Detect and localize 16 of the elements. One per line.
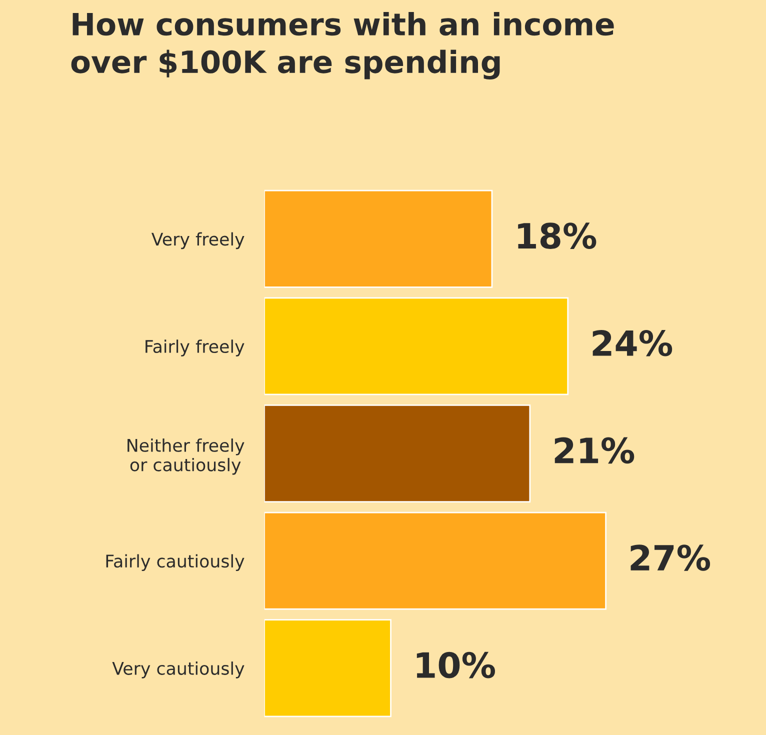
data-label: 21% [554, 437, 634, 464]
chart-title: How consumers with an income over $100K are spending [71, 12, 614, 80]
bar [264, 297, 569, 396]
bar [264, 404, 531, 502]
y-tick-label: Very cautiously [112, 662, 244, 678]
data-label: 24% [592, 330, 672, 356]
y-tick-label: Very freely [151, 232, 244, 250]
data-label: 10% [416, 652, 495, 678]
data-label: 27% [630, 544, 710, 571]
y-tick-label: Fairly freely [146, 340, 244, 356]
y-tick-label: Neither freely or cautiously [128, 438, 244, 475]
bar [264, 512, 606, 610]
y-tick-label: Fairly cautiously [106, 554, 244, 572]
bar [264, 619, 392, 718]
data-label: 18% [518, 222, 596, 249]
bar [264, 190, 493, 288]
